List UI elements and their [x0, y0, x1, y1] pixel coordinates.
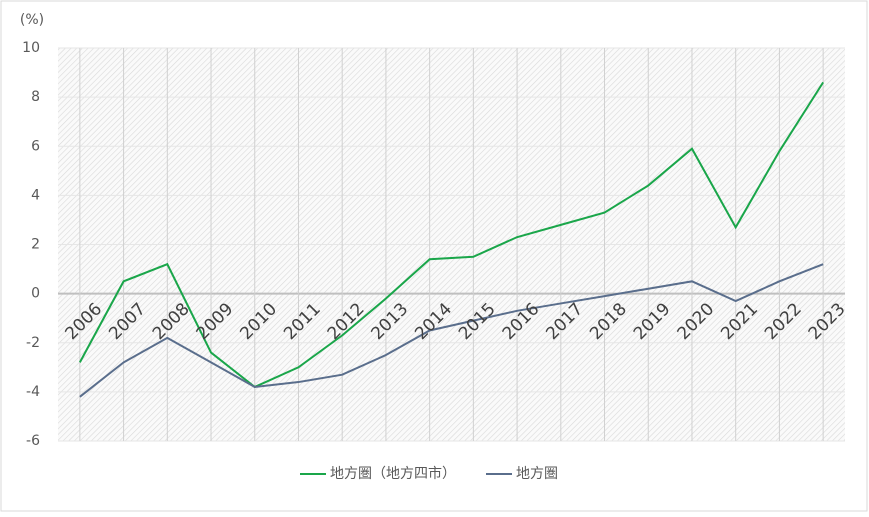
legend-label: 地方圏	[516, 466, 558, 482]
legend-label: 地方圏（地方四市）	[330, 465, 456, 482]
y-axis-unit: (%)	[20, 12, 44, 28]
y-tick-label: 8	[31, 89, 40, 105]
y-tick-label: 2	[31, 237, 40, 253]
y-tick-label: -6	[26, 433, 40, 449]
series-line	[79, 263, 824, 398]
y-tick-label: 10	[22, 40, 40, 56]
y-tick-label: 0	[31, 286, 40, 302]
series-line	[78, 81, 824, 389]
y-tick-label: -2	[26, 335, 40, 351]
y-tick-label: 6	[31, 138, 40, 154]
y-tick-label: -4	[26, 384, 40, 400]
y-tick-label: 4	[31, 187, 40, 203]
